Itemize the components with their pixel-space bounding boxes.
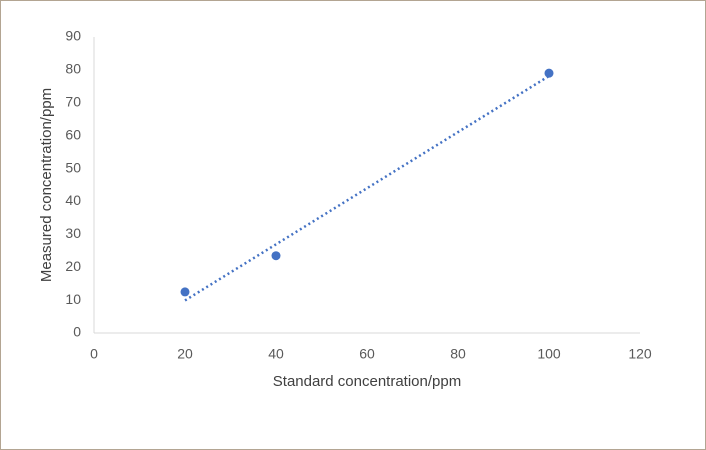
trendline [184, 74, 550, 302]
x-tick-label: 120 [628, 346, 652, 362]
y-tick-label: 30 [65, 225, 81, 241]
x-tick-label: 20 [177, 346, 193, 362]
x-axis-title: Standard concentration/ppm [273, 373, 461, 390]
x-tick-label: 100 [537, 346, 561, 362]
data-point [544, 68, 554, 78]
y-tick-label: 60 [65, 126, 81, 142]
x-tick-label: 60 [359, 346, 375, 362]
y-tick-label: 90 [65, 28, 81, 44]
y-tick-label: 50 [65, 159, 81, 175]
y-tick-label: 10 [65, 291, 81, 307]
y-tick-label: 20 [65, 258, 81, 274]
x-tick-label: 80 [450, 346, 466, 362]
data-point [180, 287, 190, 297]
x-tick-label: 40 [268, 346, 284, 362]
data-point [271, 251, 281, 261]
y-axis-title: Measured concentration/ppm [38, 88, 55, 282]
y-tick-label: 70 [65, 93, 81, 109]
x-tick-label: 0 [90, 346, 98, 362]
y-tick-label: 0 [73, 324, 81, 340]
y-tick-label: 40 [65, 192, 81, 208]
y-tick-label: 80 [65, 61, 81, 77]
